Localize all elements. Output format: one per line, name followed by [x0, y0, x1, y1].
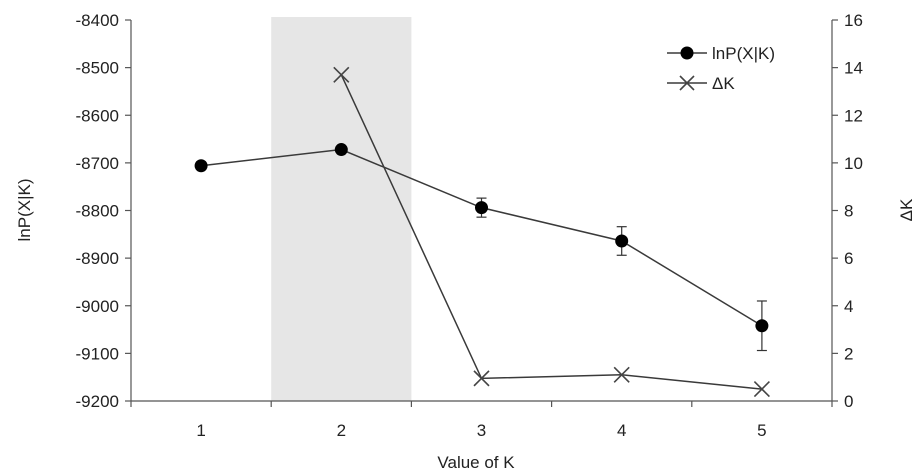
data-point-lnp: [194, 159, 208, 173]
series-layer: [194, 66, 770, 398]
y-left-axis-title: lnP(X|K): [15, 179, 34, 242]
y-right-tick-label: 12: [844, 106, 863, 125]
data-point-delta-k: [333, 66, 350, 83]
x-axis-title: Value of K: [437, 453, 515, 472]
y-right-tick-label: 0: [844, 392, 853, 411]
highlight-band-layer: [271, 17, 412, 401]
y-left-tick-label: -8500: [76, 59, 119, 78]
data-point-lnp: [615, 234, 629, 248]
data-point-delta-k: [613, 366, 630, 383]
y-left-tick-label: -8600: [76, 106, 119, 125]
data-point-delta-k: [753, 381, 770, 398]
y-right-axis-title: ΔK: [897, 198, 916, 221]
y-left-tick-label: -9200: [76, 392, 119, 411]
y-right-tick-label: 10: [844, 154, 863, 173]
y-right-tick-label: 2: [844, 344, 853, 363]
x-tick-label: 2: [337, 421, 346, 440]
legend-dk-label: ΔK: [712, 74, 735, 93]
x-tick-labels: 1 2 3 4 5: [196, 421, 766, 440]
y-left-tick-label: -8900: [76, 249, 119, 268]
x-tick-label: 1: [196, 421, 205, 440]
y-left-tick-labels: -8400 -8500 -8600 -8700 -8800 -8900 -9000 -9100…: [76, 11, 119, 411]
legend-lnp-marker: [680, 46, 694, 60]
axes-layer: [125, 19, 838, 407]
data-point-lnp: [475, 201, 488, 215]
y-right-tick-label: 16: [844, 11, 863, 30]
y-left-tick-label: -8700: [76, 154, 119, 173]
legend-lnp-label: lnP(X|K): [712, 44, 775, 63]
y-left-tick-label: -8400: [76, 11, 119, 30]
legend-dk-marker: [679, 75, 695, 91]
y-left-tick-label: -9100: [76, 344, 119, 363]
data-point-lnp: [755, 319, 769, 333]
series-line-delta-k: [340, 74, 762, 390]
x-tick-label: 5: [757, 421, 766, 440]
y-right-tick-label: 4: [844, 297, 853, 316]
y-right-tick-labels: 16 14 12 10 8 6 4 2 0: [844, 11, 863, 411]
y-left-tick-label: -9000: [76, 297, 119, 316]
y-right-tick-label: 14: [844, 59, 863, 78]
highlight-band: [271, 17, 412, 401]
y-right-tick-label: 8: [844, 202, 853, 221]
x-tick-label: 3: [477, 421, 486, 440]
data-point-lnp: [334, 143, 348, 157]
x-tick-label: 4: [617, 421, 626, 440]
y-left-tick-label: -8800: [76, 202, 119, 221]
legend: lnP(X|K) ΔK: [667, 44, 775, 93]
y-right-tick-label: 6: [844, 249, 853, 268]
data-point-delta-k: [473, 370, 490, 387]
